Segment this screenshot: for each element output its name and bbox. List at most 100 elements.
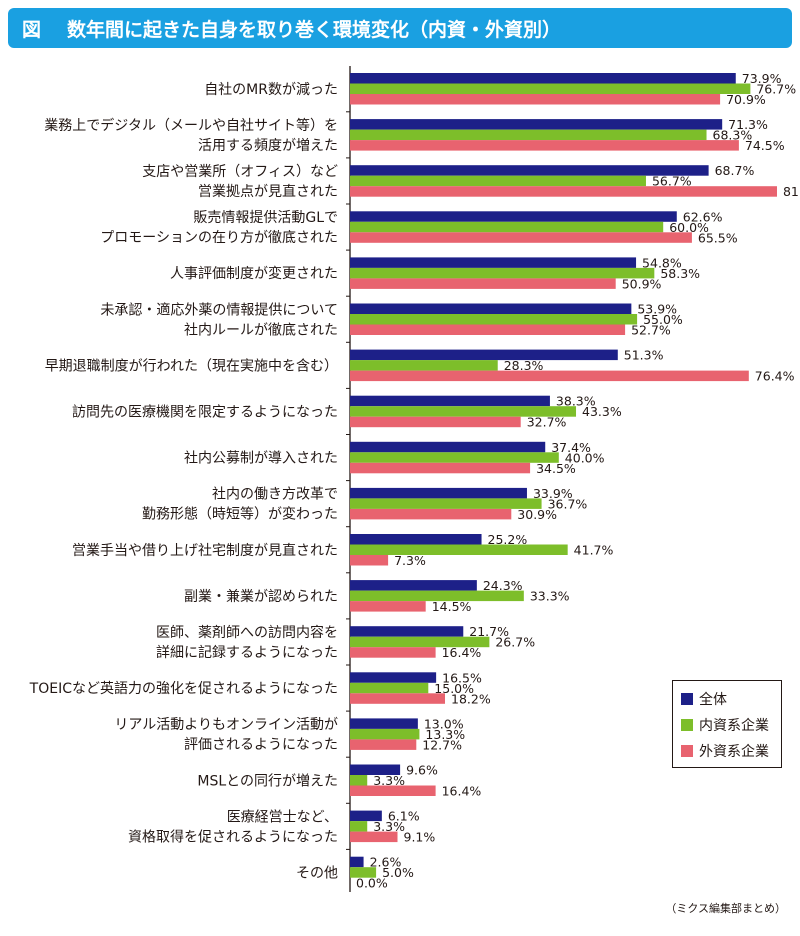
bar	[350, 267, 655, 279]
category-label: 評価されるようになった	[184, 737, 338, 753]
data-label: 28.3%	[504, 358, 544, 373]
data-label: 68.7%	[715, 163, 755, 178]
category-label: 医療経営士など、	[227, 808, 338, 825]
category-label: 販売情報提供活動GLで	[193, 210, 338, 226]
legend-item-total: 全体	[681, 686, 781, 712]
category-label: TOEICなど英語力の強化を促されるようになった	[29, 680, 338, 697]
source-note: （ミクス編集部まとめ）	[665, 902, 786, 915]
bar	[350, 211, 677, 222]
category-label: MSLとの同行が増えた	[197, 773, 338, 789]
category-label: 資格取得を促されるようになった	[128, 828, 338, 845]
bar	[350, 647, 436, 658]
category-label: 活用する頻度が増えた	[198, 138, 338, 154]
legend-label-total: 全体	[699, 692, 727, 708]
legend-label-domestic: 内資系企業	[699, 718, 769, 734]
figure-label: 図	[22, 18, 42, 41]
data-label: 73.9%	[742, 71, 782, 86]
data-label: 81.8%	[783, 184, 800, 199]
data-label: 6.1%	[388, 809, 420, 824]
category-label: 副業・兼業が認められた	[184, 589, 338, 605]
data-label: 56.7%	[652, 174, 692, 189]
category-label: 営業拠点が見直された	[198, 183, 338, 200]
category-label: プロモーションの在り方が徹底された	[100, 230, 338, 246]
data-label: 13.3%	[425, 727, 465, 742]
data-label: 52.7%	[631, 323, 671, 338]
legend-swatch-total	[681, 693, 693, 705]
data-label: 70.9%	[726, 92, 766, 107]
bar	[350, 129, 707, 141]
data-label: 40.0%	[565, 450, 605, 465]
category-label: 業務上でデジタル（メールや自社サイト等）を	[44, 117, 338, 134]
bar	[350, 278, 616, 289]
legend-item-domestic: 内資系企業	[681, 712, 781, 738]
category-label: 医師、薬剤師への訪問内容を	[156, 624, 338, 641]
bar	[350, 165, 709, 176]
bar	[350, 718, 418, 729]
data-label: 34.5%	[536, 461, 576, 476]
category-label: 詳細に記録するようになった	[156, 644, 338, 661]
data-label: 51.3%	[624, 348, 664, 363]
data-label: 41.7%	[574, 543, 614, 558]
data-label: 76.4%	[755, 369, 795, 384]
legend-label-foreign: 外資系企業	[699, 744, 769, 760]
bar	[350, 441, 546, 453]
bar	[350, 508, 512, 520]
bar	[350, 810, 382, 822]
bar	[350, 728, 420, 740]
bar	[350, 739, 417, 750]
data-label: 18.2%	[451, 691, 491, 706]
bar	[350, 775, 368, 786]
data-label: 15.0%	[434, 681, 474, 696]
data-label: 37.4%	[551, 440, 591, 455]
data-label: 74.5%	[745, 138, 785, 153]
data-label: 60.0%	[669, 220, 709, 235]
data-label: 25.2%	[488, 532, 528, 547]
data-label: 55.0%	[643, 312, 683, 327]
data-label: 71.3%	[728, 117, 768, 132]
bar	[350, 232, 692, 243]
bar	[350, 636, 490, 648]
data-label: 33.9%	[533, 486, 573, 501]
bar	[350, 257, 637, 268]
bar	[350, 303, 632, 314]
category-label: 社内公募制が導入された	[184, 451, 338, 467]
data-label: 0.0%	[356, 876, 388, 891]
data-label: 30.9%	[517, 507, 557, 522]
bar	[350, 867, 377, 878]
bar	[350, 406, 577, 417]
category-label: 勤務形態（時短等）が変わった	[142, 506, 338, 523]
bar	[350, 555, 389, 566]
bar	[350, 140, 739, 151]
data-label: 14.5%	[432, 599, 472, 614]
bar	[350, 544, 568, 555]
data-label: 21.7%	[469, 624, 509, 639]
bar	[350, 83, 751, 94]
category-label: 訪問先の医療機関を限定するようになった	[72, 403, 338, 420]
data-label: 16.4%	[442, 784, 482, 799]
data-label: 9.6%	[406, 763, 438, 778]
data-label: 3.3%	[373, 819, 405, 834]
bar	[350, 487, 527, 499]
data-label: 16.5%	[442, 670, 482, 685]
bar	[350, 601, 426, 612]
bar	[350, 349, 618, 361]
legend-swatch-domestic	[681, 719, 693, 731]
data-label: 58.3%	[660, 266, 700, 281]
legend-item-foreign: 外資系企業	[681, 738, 781, 764]
data-label: 50.9%	[622, 276, 662, 291]
data-label: 54.8%	[642, 255, 682, 270]
category-label: 支店や営業所（オフィス）など	[142, 164, 338, 180]
data-label: 68.3%	[713, 128, 753, 143]
data-label: 24.3%	[483, 578, 523, 593]
data-label: 16.4%	[442, 645, 482, 660]
bar	[350, 186, 777, 197]
bar	[350, 314, 638, 325]
bar	[350, 534, 482, 545]
data-label: 53.9%	[637, 302, 677, 317]
bar	[350, 416, 521, 428]
bar	[350, 856, 364, 868]
bar	[350, 175, 646, 187]
bar	[350, 94, 721, 105]
data-label: 26.7%	[495, 635, 535, 650]
